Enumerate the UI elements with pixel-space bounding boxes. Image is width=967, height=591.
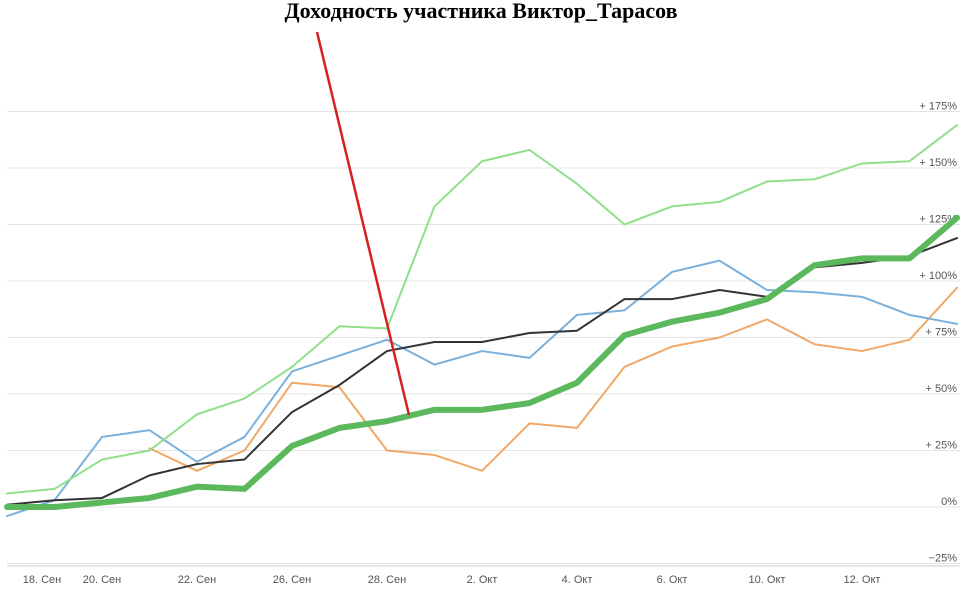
y-tick-label: + 50% [926, 383, 958, 395]
y-tick-label: + 25% [926, 439, 958, 451]
x-tick-label: 28. Сен [368, 574, 406, 586]
x-tick-label: 10. Окт [749, 574, 786, 586]
x-tick-label: 4. Окт [562, 574, 593, 586]
x-tick-label: 12. Окт [844, 574, 881, 586]
y-tick-label: −25% [929, 552, 958, 564]
y-tick-label: + 75% [926, 326, 958, 338]
chart-title: Доходность участника Виктор_Тарасов [284, 0, 677, 23]
x-tick-label: 18. Сен [23, 574, 61, 586]
series-line [6, 124, 958, 495]
x-tick-label: 20. Сен [83, 574, 121, 586]
x-tick-label: 2. Окт [467, 574, 498, 586]
series-line [4, 214, 960, 510]
plot: −25%0%+ 25%+ 50%+ 75%+ 100%+ 125%+ 150%+… [4, 100, 960, 586]
x-tick-label: 22. Сен [178, 574, 216, 586]
annotation-line [315, 31, 411, 416]
y-tick-label: + 150% [919, 157, 957, 169]
series-line [6, 237, 958, 506]
y-tick-label: + 175% [919, 100, 957, 112]
series-line [148, 286, 958, 472]
x-tick-label: 6. Окт [657, 574, 688, 586]
x-tick-label: 26. Сен [273, 574, 311, 586]
series-line [6, 259, 958, 518]
y-tick-label: + 100% [919, 270, 957, 282]
y-tick-label: 0% [941, 496, 957, 508]
